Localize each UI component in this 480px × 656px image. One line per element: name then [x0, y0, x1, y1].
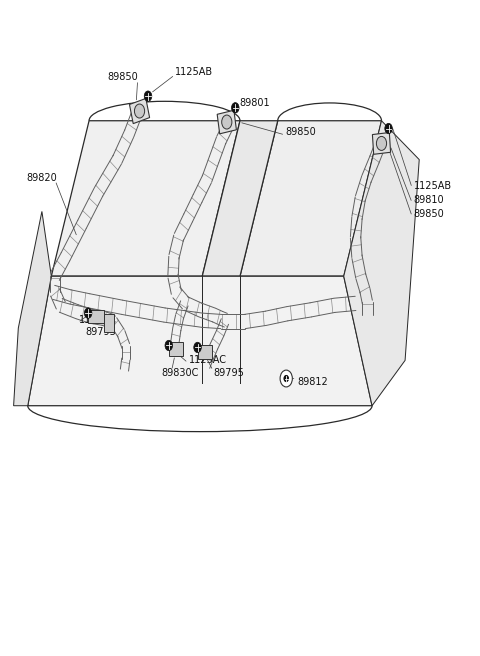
- Circle shape: [84, 308, 92, 318]
- Circle shape: [284, 376, 288, 382]
- Text: 1125AB: 1125AB: [414, 180, 452, 190]
- Text: 1125AC: 1125AC: [79, 316, 117, 325]
- Text: 89850: 89850: [107, 72, 138, 83]
- Text: 89795: 89795: [85, 327, 116, 337]
- Circle shape: [165, 340, 172, 351]
- Text: 89801: 89801: [239, 98, 270, 108]
- Polygon shape: [217, 110, 237, 134]
- Polygon shape: [240, 121, 382, 276]
- Circle shape: [280, 370, 292, 387]
- Circle shape: [194, 342, 201, 353]
- Polygon shape: [130, 98, 150, 123]
- Circle shape: [376, 136, 386, 150]
- Circle shape: [385, 123, 392, 134]
- Text: 1125AB: 1125AB: [175, 67, 213, 77]
- Polygon shape: [198, 345, 212, 359]
- Circle shape: [231, 102, 239, 113]
- Circle shape: [134, 104, 144, 118]
- Circle shape: [144, 91, 152, 101]
- Circle shape: [284, 375, 288, 382]
- Polygon shape: [344, 121, 419, 405]
- Text: 89820: 89820: [27, 173, 58, 183]
- Text: 89795: 89795: [213, 368, 244, 379]
- Polygon shape: [372, 133, 391, 154]
- Polygon shape: [28, 276, 372, 405]
- Text: 89812: 89812: [298, 377, 328, 387]
- Circle shape: [222, 115, 232, 129]
- Polygon shape: [13, 211, 51, 405]
- Text: 1125AC: 1125AC: [189, 356, 227, 365]
- Polygon shape: [104, 314, 114, 332]
- Text: 89850: 89850: [414, 209, 444, 219]
- Polygon shape: [51, 121, 240, 276]
- Text: 89850: 89850: [285, 127, 316, 137]
- Polygon shape: [169, 342, 183, 356]
- Polygon shape: [202, 121, 278, 276]
- Polygon shape: [88, 310, 104, 323]
- Text: 89810: 89810: [414, 195, 444, 205]
- Text: 89830C: 89830C: [161, 368, 199, 379]
